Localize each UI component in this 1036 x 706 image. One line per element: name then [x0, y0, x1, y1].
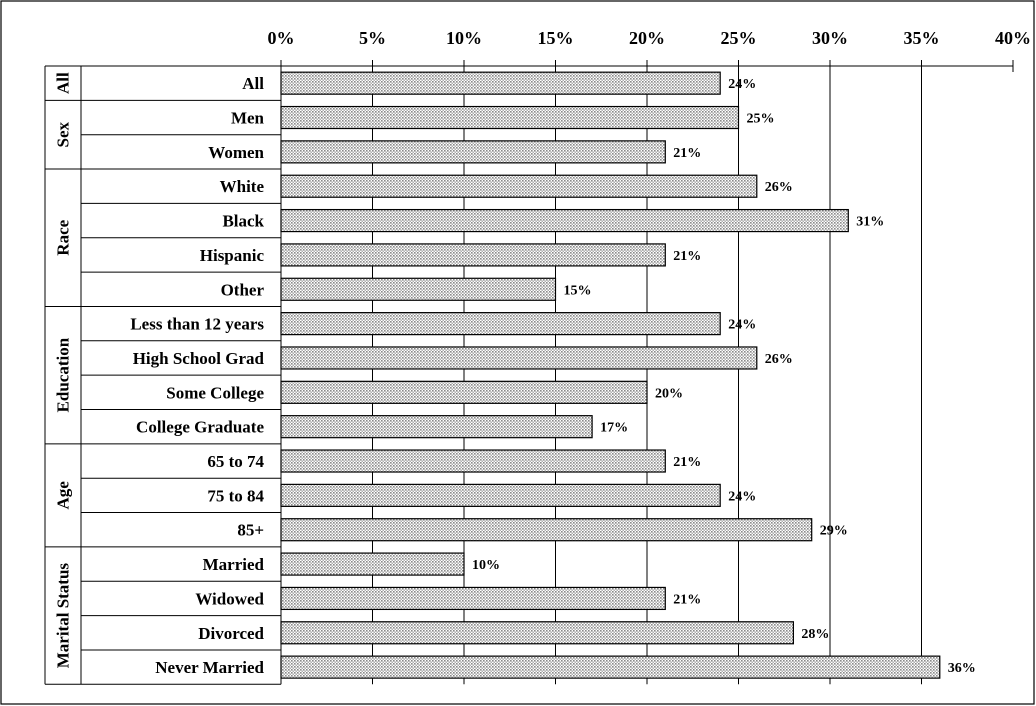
bar	[280, 415, 593, 439]
group-label: Education	[54, 337, 73, 412]
bar	[280, 621, 795, 645]
x-tick-label: 25%	[721, 28, 757, 48]
group-label: Marital Status	[54, 563, 73, 669]
value-label: 20%	[655, 386, 683, 401]
category-label: Black	[222, 212, 264, 231]
category-label: White	[220, 177, 265, 196]
category-label: 85+	[237, 521, 264, 540]
value-label: 24%	[728, 77, 756, 92]
x-tick-label: 15%	[538, 28, 574, 48]
value-label: 24%	[728, 318, 756, 333]
bar	[280, 140, 666, 164]
category-label: Other	[221, 280, 265, 299]
bar	[280, 312, 721, 336]
category-label: Never Married	[155, 658, 264, 677]
value-labels: 24% 25% 21% 26% 31% 21% 15% 24% 26% 20% 17% 21% 24% 2…	[472, 77, 976, 676]
value-label: 31%	[856, 215, 884, 230]
value-label: 21%	[673, 249, 701, 264]
bar	[280, 552, 465, 576]
x-tick-label: 10%	[446, 28, 482, 48]
category-label: High School Grad	[133, 349, 265, 368]
bar	[280, 655, 941, 679]
value-label: 24%	[728, 489, 756, 504]
gridlines	[280, 60, 1014, 685]
category-label: Women	[208, 143, 264, 162]
bar	[280, 105, 740, 130]
category-label: Less than 12 years	[130, 315, 264, 334]
category-label: All	[242, 74, 264, 93]
category-label: College Graduate	[136, 418, 264, 437]
bar	[280, 483, 721, 507]
group-label: All	[54, 72, 73, 94]
x-tick-label: 40%	[995, 28, 1031, 48]
category-label: 65 to 74	[207, 452, 264, 471]
value-label: 28%	[801, 627, 829, 642]
category-label: Married	[203, 555, 265, 574]
value-label: 36%	[948, 661, 976, 676]
value-label: 17%	[600, 421, 628, 436]
bar	[280, 243, 666, 267]
bar	[280, 518, 813, 542]
bar	[280, 380, 648, 404]
category-label: Some College	[166, 383, 264, 402]
value-label: 15%	[564, 283, 592, 298]
bar	[280, 586, 666, 611]
value-label: 26%	[765, 180, 793, 195]
bars	[280, 71, 941, 679]
bar	[280, 174, 758, 198]
bar	[280, 449, 666, 473]
x-tick-label: 0%	[268, 28, 295, 48]
value-label: 29%	[820, 524, 848, 539]
value-label: 25%	[747, 112, 775, 127]
x-tick-label: 20%	[629, 28, 665, 48]
x-tick-label: 30%	[812, 28, 848, 48]
category-label: Men	[231, 109, 265, 128]
value-label: 21%	[673, 146, 701, 161]
x-axis: 0% 5% 10% 15% 20% 25% 30% 35% 40%	[45, 28, 1031, 67]
category-label: Divorced	[198, 624, 264, 643]
x-tick-label: 5%	[359, 28, 386, 48]
bar	[280, 71, 721, 95]
bar	[280, 277, 557, 301]
x-tick-label: 35%	[904, 28, 940, 48]
value-label: 10%	[472, 558, 500, 573]
category-label: Hispanic	[200, 246, 265, 265]
category-rows: All All Sex Men Women Race White Black Hispanic O…	[44, 66, 281, 685]
value-label: 26%	[765, 352, 793, 367]
value-label: 21%	[673, 455, 701, 470]
group-label: Sex	[54, 121, 73, 147]
category-label: 75 to 84	[207, 486, 264, 505]
category-label: Widowed	[195, 589, 264, 608]
bar	[280, 346, 758, 370]
value-label: 21%	[673, 592, 701, 607]
group-label: Age	[54, 481, 73, 510]
bar	[280, 208, 849, 233]
group-label: Race	[54, 219, 73, 255]
